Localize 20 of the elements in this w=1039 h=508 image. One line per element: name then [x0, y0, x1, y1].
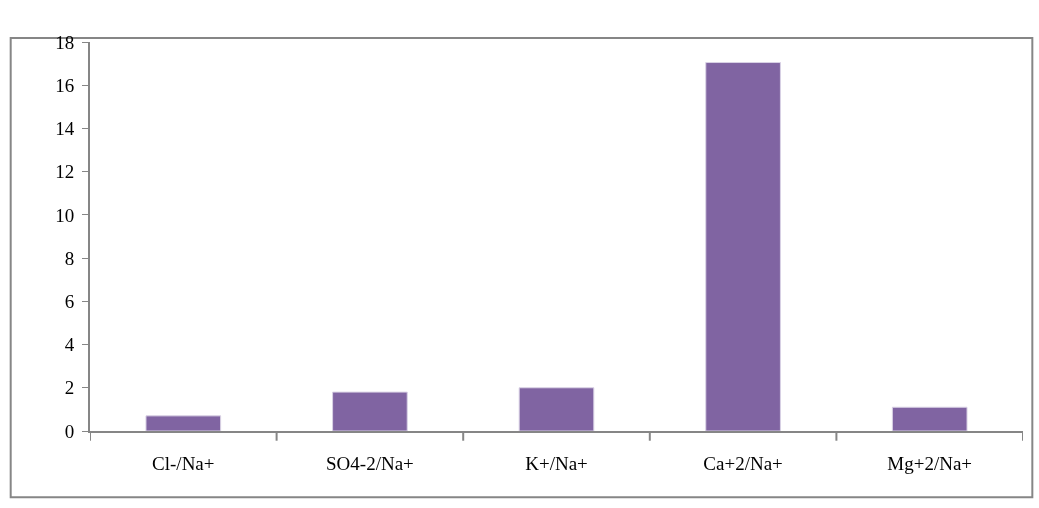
- y-tick-label: 12: [55, 161, 75, 183]
- y-tick-label: 10: [55, 204, 75, 226]
- y-tick-label: 18: [55, 31, 75, 53]
- x-tick-label: SO4-2/Na+: [326, 452, 414, 474]
- y-tick-label: 2: [64, 377, 75, 399]
- y-tick-label: 4: [64, 334, 75, 356]
- bar: [705, 62, 781, 431]
- y-tick-label: 14: [55, 118, 75, 140]
- y-tick-label: 6: [64, 290, 75, 312]
- x-tick-label: Mg+2/Na+: [887, 452, 973, 474]
- y-tick-label: 16: [55, 74, 75, 96]
- bar: [518, 387, 595, 431]
- bar: [332, 391, 408, 431]
- bar: [145, 415, 222, 431]
- bar: [891, 406, 968, 431]
- y-tick-label: 0: [64, 420, 75, 442]
- x-tick-label: K+/Na+: [525, 452, 588, 474]
- y-tick-label: 8: [64, 247, 75, 269]
- x-tick-label: Cl-/Na+: [152, 452, 215, 474]
- x-tick-label: Ca+2/Na+: [703, 452, 783, 474]
